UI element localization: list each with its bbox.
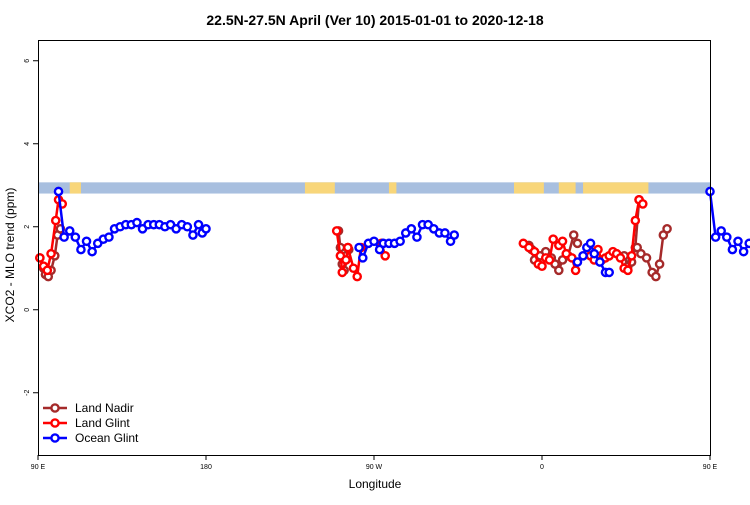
y-tick-label: 2 [24, 225, 31, 229]
data-point [182, 221, 193, 232]
data-point [50, 215, 61, 226]
data-point [343, 242, 353, 253]
data-point [59, 232, 69, 242]
data-point [337, 267, 348, 278]
data-point [193, 219, 204, 230]
y-tick-label: 0 [24, 308, 31, 312]
data-point [380, 250, 391, 261]
data-point [201, 224, 211, 234]
data-point [341, 255, 351, 265]
data-point [733, 236, 743, 247]
data-point [412, 232, 422, 242]
land-ocean-band [38, 182, 710, 194]
legend-marker [50, 418, 60, 428]
land-segment [69, 182, 81, 194]
y-axis-label: XCO2 - MLO trend (ppm) [3, 188, 17, 323]
data-point [638, 199, 648, 209]
legend-label: Land Nadir [75, 401, 134, 415]
data-point [570, 265, 581, 276]
x-tick-label: 90 E [703, 464, 718, 471]
data-point [662, 224, 672, 234]
legend-label: Ocean Glint [75, 431, 139, 445]
data-point [70, 232, 81, 242]
data-point [537, 261, 547, 271]
land-segment [583, 182, 649, 194]
data-point [626, 250, 637, 261]
legend-label: Land Glint [75, 416, 130, 430]
x-tick-label: 90 W [366, 464, 383, 471]
data-point [53, 186, 64, 197]
data-point [352, 271, 363, 282]
data-point [710, 232, 721, 242]
data-point [331, 226, 342, 236]
chart-title: 22.5N-27.5N April (Ver 10) 2015-01-01 to… [206, 12, 543, 28]
data-point [738, 246, 749, 257]
data-point [578, 250, 588, 261]
legend-marker [50, 433, 60, 443]
data-point [548, 234, 559, 244]
data-point [554, 265, 564, 276]
data-point [722, 232, 732, 242]
data-point [529, 246, 540, 257]
x-axis-label: Longitude [349, 477, 402, 491]
x-tick-label: 180 [200, 464, 212, 471]
data-point [604, 267, 615, 278]
data-point [595, 257, 605, 267]
data-point [727, 244, 738, 255]
data-point [654, 259, 665, 269]
x-tick-label: 0 [540, 464, 544, 471]
data-point [572, 257, 583, 267]
data-point [81, 236, 92, 247]
x-tick-label: 90 E [31, 464, 46, 471]
data-point [132, 217, 142, 228]
data-point [357, 253, 368, 263]
data-point [651, 271, 661, 282]
data-point [64, 226, 75, 236]
series-line [708, 191, 750, 255]
data-point [568, 230, 579, 240]
axes: 90 E 180 90 W 0 90 E -2 0 2 4 6 [24, 59, 718, 471]
data-point [585, 238, 596, 249]
data-point [623, 265, 633, 276]
data-point [369, 236, 379, 247]
data-point [104, 232, 114, 242]
data-point [449, 230, 460, 240]
y-tick-label: 6 [24, 59, 31, 63]
data-point [744, 238, 750, 249]
land-segment [558, 182, 576, 194]
data-point [572, 238, 583, 249]
data-point [716, 226, 727, 236]
land-segment [304, 182, 335, 194]
y-tick-label: -2 [24, 390, 31, 396]
data-point [87, 246, 97, 257]
data-point [615, 253, 626, 263]
land-segment [388, 182, 397, 194]
data-point [641, 253, 652, 263]
legend-marker [50, 403, 60, 413]
plot-frame [38, 40, 711, 456]
data-point [589, 248, 600, 259]
data-point [354, 242, 364, 253]
data-point [35, 253, 45, 263]
data-point [46, 248, 56, 259]
data-point [406, 224, 417, 234]
data-point [544, 255, 555, 265]
ocean-band [38, 182, 710, 194]
y-tick-label: 4 [24, 142, 31, 146]
land-segment [514, 182, 544, 194]
data-point [188, 230, 198, 240]
data-point [42, 265, 53, 276]
data-point [76, 244, 86, 255]
data-point [557, 236, 568, 247]
data-point [630, 215, 641, 226]
data-point [348, 263, 359, 274]
data-point [395, 236, 405, 247]
series-layer [35, 186, 750, 282]
data-point [440, 228, 450, 238]
